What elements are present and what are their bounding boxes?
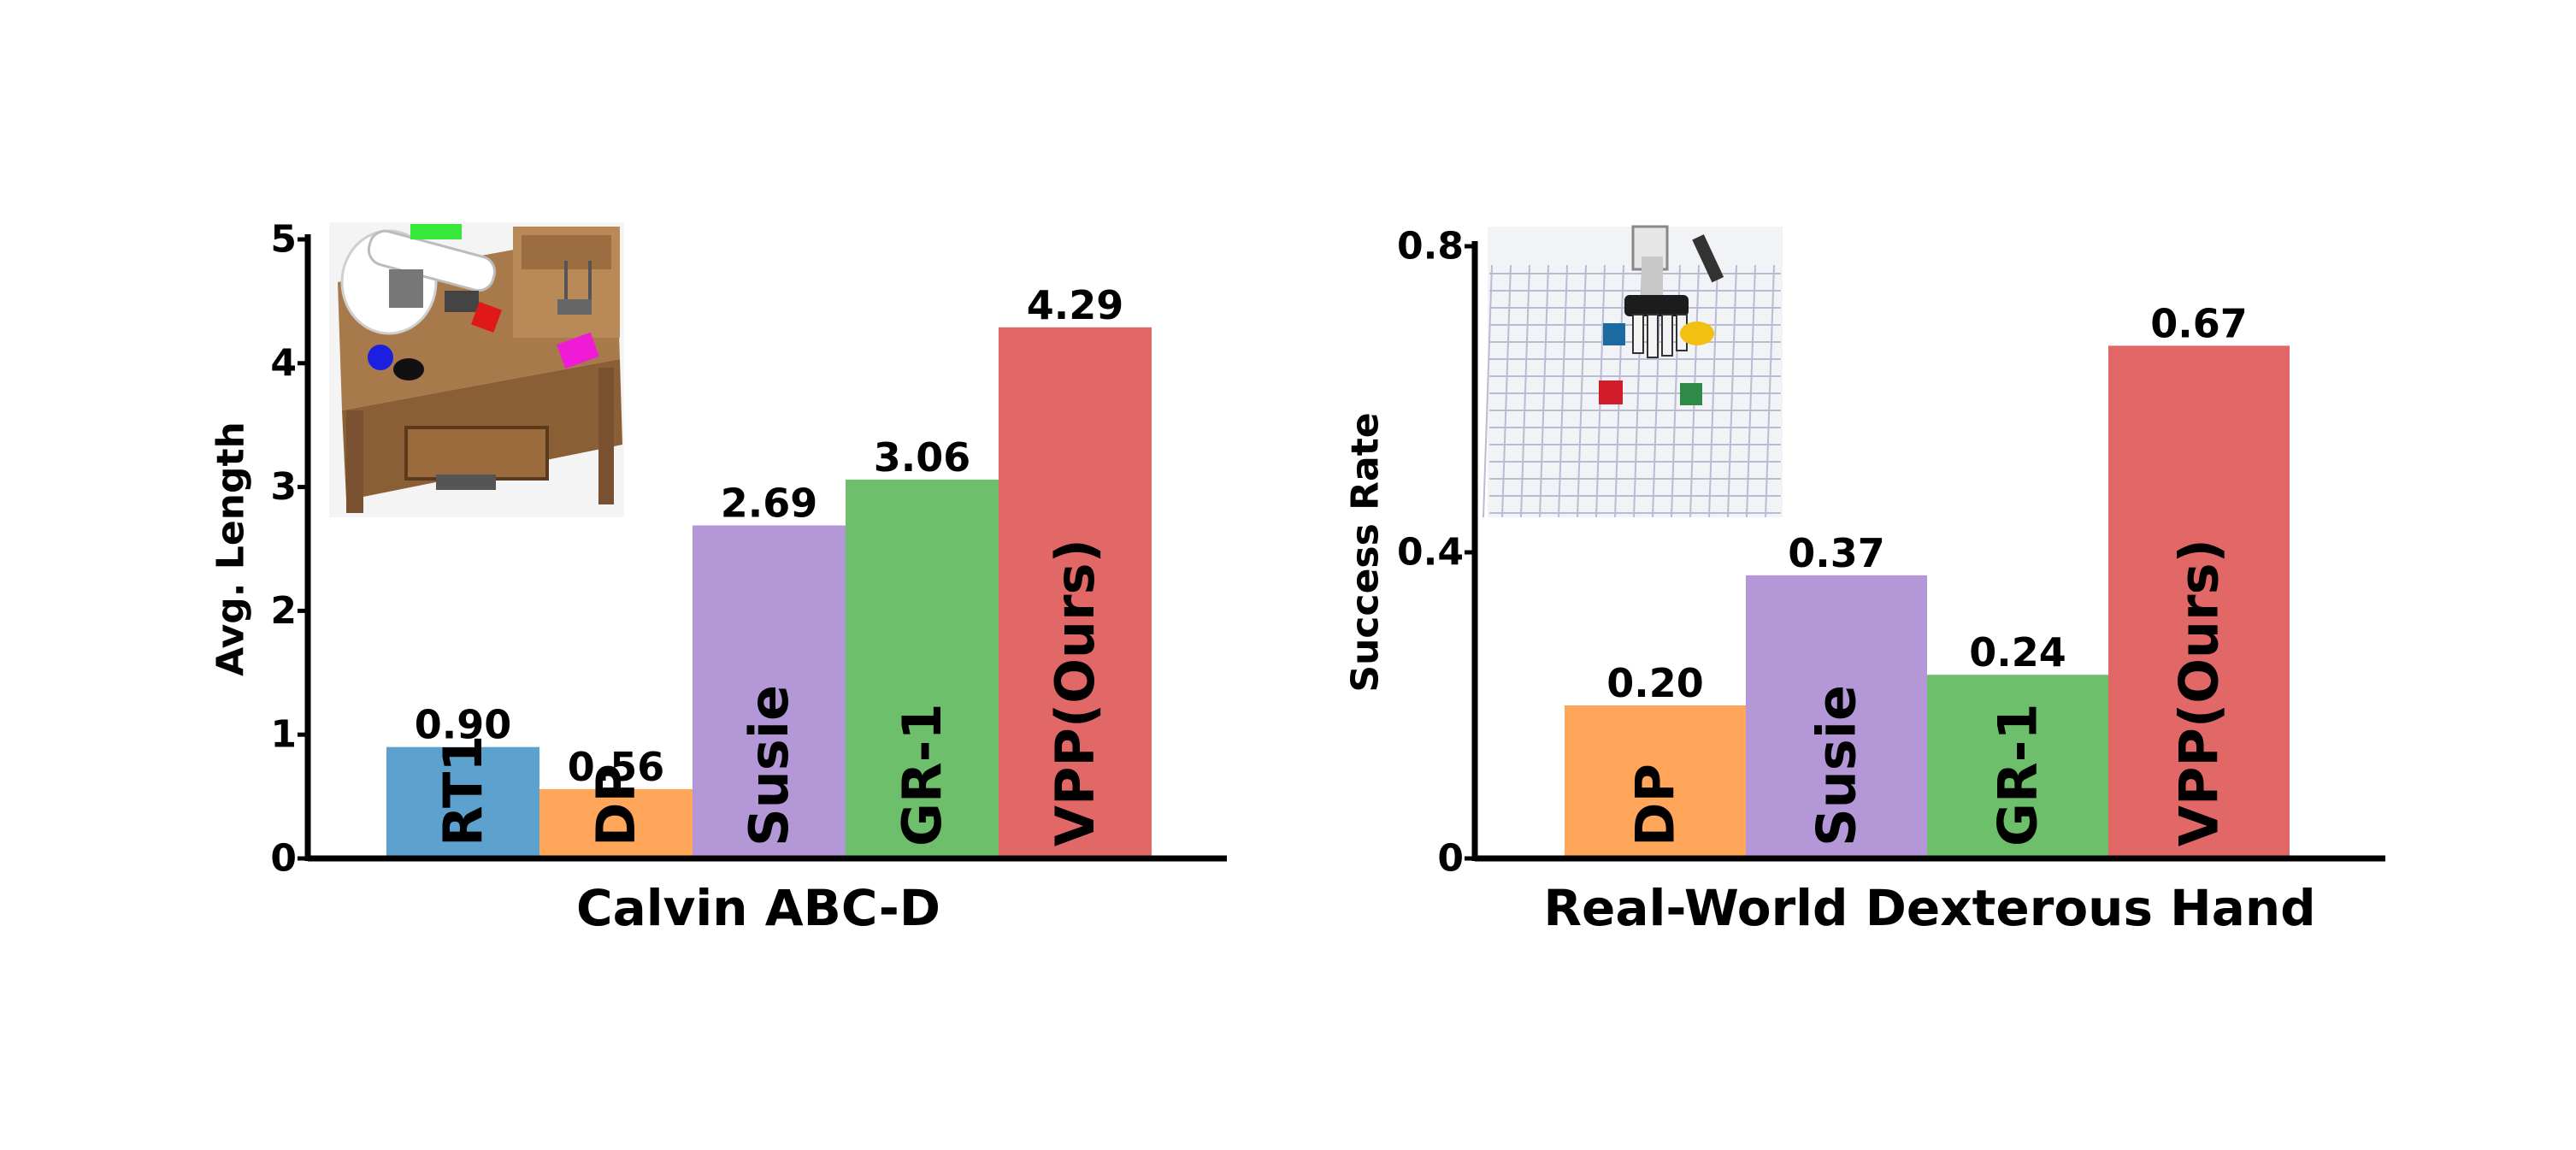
value-label: 0.24 bbox=[1969, 629, 2066, 675]
value-label: 3.06 bbox=[874, 434, 971, 481]
y-tick-label: 2 bbox=[270, 589, 297, 633]
bar-dp bbox=[1565, 705, 1746, 858]
bar-gr-1 bbox=[1927, 675, 2108, 858]
category-label: DP bbox=[585, 764, 647, 846]
value-label: 0.67 bbox=[2150, 300, 2248, 346]
y-tick-label: 0 bbox=[1437, 837, 1464, 881]
value-label: 4.29 bbox=[1027, 282, 1124, 328]
bar-dp bbox=[539, 788, 693, 858]
bar-vpp-ours- bbox=[999, 327, 1152, 859]
value-label: 0.20 bbox=[1606, 660, 1704, 706]
bar-vpp-ours- bbox=[2108, 345, 2290, 859]
y-tick-label: 0.8 bbox=[1397, 225, 1464, 268]
category-label: GR-1 bbox=[1987, 703, 2049, 846]
y-tick-label: 5 bbox=[270, 218, 297, 262]
value-label: 0.90 bbox=[415, 702, 512, 748]
category-label: RT1 bbox=[432, 735, 494, 846]
x-axis-label: Calvin ABC-D bbox=[576, 879, 940, 937]
value-label: 0.37 bbox=[1788, 530, 1885, 576]
y-axis-label: Success Rate bbox=[1344, 412, 1388, 692]
bar-rt1 bbox=[386, 746, 539, 858]
y-tick-label: 3 bbox=[270, 465, 297, 509]
category-label: DP bbox=[1624, 764, 1687, 846]
y-tick-label: 0 bbox=[270, 837, 297, 881]
dexterous-hand-inset-image bbox=[1483, 225, 1783, 518]
category-label: Susie bbox=[1806, 685, 1868, 846]
category-label: Susie bbox=[738, 685, 800, 846]
y-tick-label: 1 bbox=[270, 713, 297, 757]
x-axis-label: Real-World Dexterous Hand bbox=[1543, 879, 2315, 937]
chart-2: 0.20 DP 0.37 Susie 0.24 GR-1 0.67 VPP(Ours) 0 0.4… bbox=[1344, 225, 2385, 937]
bar-susie bbox=[1746, 575, 1927, 858]
y-tick-label: 4 bbox=[270, 341, 297, 385]
calvin-inset-image bbox=[329, 222, 624, 517]
category-label: VPP(Ours) bbox=[1044, 539, 1106, 846]
y-axis-label: Avg. Length bbox=[209, 422, 253, 676]
bar-susie bbox=[693, 525, 846, 858]
value-label: 0.56 bbox=[568, 744, 665, 790]
bar-gr-1 bbox=[846, 479, 999, 858]
value-label: 2.69 bbox=[721, 480, 818, 526]
category-label: VPP(Ours) bbox=[2168, 539, 2231, 846]
category-label: GR-1 bbox=[891, 703, 953, 846]
y-tick-label: 0.4 bbox=[1397, 531, 1464, 575]
